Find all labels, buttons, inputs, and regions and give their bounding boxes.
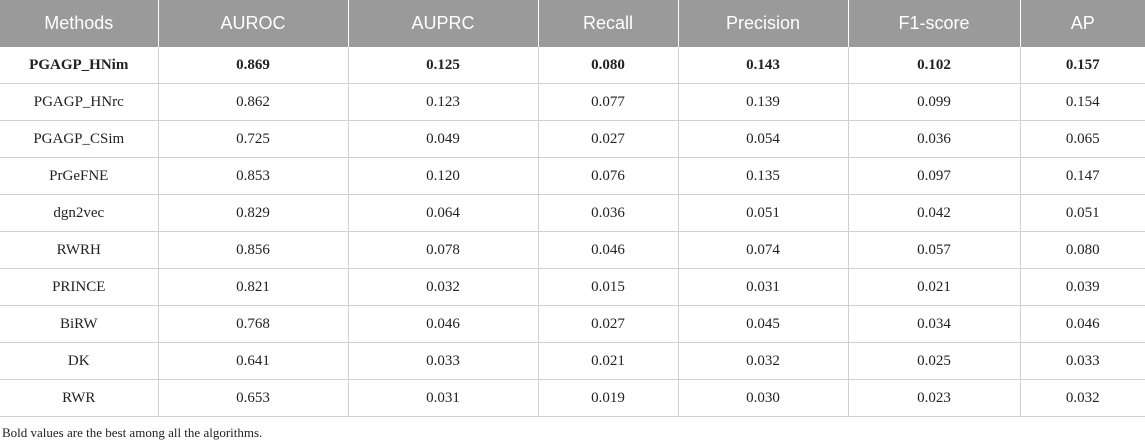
f1-score-cell: 0.042 xyxy=(848,194,1021,232)
method-cell: RWRH xyxy=(0,231,159,269)
method-cell: PGAGP_HNrc xyxy=(0,83,159,121)
auprc-cell: 0.033 xyxy=(348,342,539,380)
ap-cell: 0.033 xyxy=(1020,342,1145,380)
precision-cell: 0.143 xyxy=(678,47,849,84)
table-row: DK 0.641 0.033 0.021 0.032 0.025 0.033 xyxy=(0,342,1145,380)
auroc-cell: 0.869 xyxy=(158,47,349,84)
f1-score-cell: 0.025 xyxy=(848,342,1021,380)
header-methods: Methods xyxy=(0,0,159,47)
precision-cell: 0.045 xyxy=(678,305,849,343)
f1-score-cell: 0.023 xyxy=(848,379,1021,417)
method-cell: RWR xyxy=(0,379,159,417)
ap-cell: 0.065 xyxy=(1020,120,1145,158)
auroc-cell: 0.821 xyxy=(158,268,349,306)
auprc-cell: 0.123 xyxy=(348,83,539,121)
precision-cell: 0.030 xyxy=(678,379,849,417)
f1-score-cell: 0.102 xyxy=(848,47,1021,84)
auprc-cell: 0.125 xyxy=(348,47,539,84)
precision-cell: 0.139 xyxy=(678,83,849,121)
table-row: PrGeFNE 0.853 0.120 0.076 0.135 0.097 0.… xyxy=(0,157,1145,195)
ap-cell: 0.080 xyxy=(1020,231,1145,269)
table-row: PRINCE 0.821 0.032 0.015 0.031 0.021 0.0… xyxy=(0,268,1145,306)
table-row: RWRH 0.856 0.078 0.046 0.074 0.057 0.080 xyxy=(0,231,1145,269)
header-ap: AP xyxy=(1020,0,1145,47)
auprc-cell: 0.064 xyxy=(348,194,539,232)
table-row: BiRW 0.768 0.046 0.027 0.045 0.034 0.046 xyxy=(0,305,1145,343)
method-cell: BiRW xyxy=(0,305,159,343)
precision-cell: 0.031 xyxy=(678,268,849,306)
table-row: RWR 0.653 0.031 0.019 0.030 0.023 0.032 xyxy=(0,379,1145,417)
auroc-cell: 0.829 xyxy=(158,194,349,232)
method-cell: PGAGP_HNim xyxy=(0,47,159,84)
recall-cell: 0.021 xyxy=(538,342,679,380)
method-cell: PRINCE xyxy=(0,268,159,306)
recall-cell: 0.027 xyxy=(538,120,679,158)
ap-cell: 0.046 xyxy=(1020,305,1145,343)
precision-cell: 0.051 xyxy=(678,194,849,232)
precision-cell: 0.074 xyxy=(678,231,849,269)
method-cell: PrGeFNE xyxy=(0,157,159,195)
method-cell: PGAGP_CSim xyxy=(0,120,159,158)
auroc-cell: 0.653 xyxy=(158,379,349,417)
auroc-cell: 0.725 xyxy=(158,120,349,158)
method-cell: dgn2vec xyxy=(0,194,159,232)
ap-cell: 0.154 xyxy=(1020,83,1145,121)
ap-cell: 0.051 xyxy=(1020,194,1145,232)
auprc-cell: 0.049 xyxy=(348,120,539,158)
recall-cell: 0.015 xyxy=(538,268,679,306)
header-auprc: AUPRC xyxy=(348,0,539,47)
auprc-cell: 0.032 xyxy=(348,268,539,306)
ap-cell: 0.032 xyxy=(1020,379,1145,417)
recall-cell: 0.076 xyxy=(538,157,679,195)
table-row: dgn2vec 0.829 0.064 0.036 0.051 0.042 0.… xyxy=(0,194,1145,232)
auprc-cell: 0.078 xyxy=(348,231,539,269)
table-row: PGAGP_HNim 0.869 0.125 0.080 0.143 0.102… xyxy=(0,47,1145,84)
auroc-cell: 0.853 xyxy=(158,157,349,195)
header-row: Methods AUROC AUPRC Recall Precision F1-… xyxy=(0,0,1145,47)
ap-cell: 0.147 xyxy=(1020,157,1145,195)
precision-cell: 0.032 xyxy=(678,342,849,380)
header-f1-score: F1-score xyxy=(848,0,1021,47)
f1-score-cell: 0.021 xyxy=(848,268,1021,306)
recall-cell: 0.019 xyxy=(538,379,679,417)
auprc-cell: 0.031 xyxy=(348,379,539,417)
f1-score-cell: 0.097 xyxy=(848,157,1021,195)
auroc-cell: 0.862 xyxy=(158,83,349,121)
table-row: PGAGP_CSim 0.725 0.049 0.027 0.054 0.036… xyxy=(0,120,1145,158)
method-cell: DK xyxy=(0,342,159,380)
header-recall: Recall xyxy=(538,0,679,47)
auprc-cell: 0.046 xyxy=(348,305,539,343)
table-footnote: Bold values are the best among all the a… xyxy=(2,425,263,440)
auroc-cell: 0.768 xyxy=(158,305,349,343)
table-row: PGAGP_HNrc 0.862 0.123 0.077 0.139 0.099… xyxy=(0,83,1145,121)
f1-score-cell: 0.057 xyxy=(848,231,1021,269)
auroc-cell: 0.641 xyxy=(158,342,349,380)
auroc-cell: 0.856 xyxy=(158,231,349,269)
header-precision: Precision xyxy=(678,0,849,47)
results-table: Methods AUROC AUPRC Recall Precision F1-… xyxy=(0,0,1145,417)
f1-score-cell: 0.099 xyxy=(848,83,1021,121)
ap-cell: 0.039 xyxy=(1020,268,1145,306)
recall-cell: 0.080 xyxy=(538,47,679,84)
auprc-cell: 0.120 xyxy=(348,157,539,195)
recall-cell: 0.036 xyxy=(538,194,679,232)
recall-cell: 0.077 xyxy=(538,83,679,121)
f1-score-cell: 0.036 xyxy=(848,120,1021,158)
ap-cell: 0.157 xyxy=(1020,47,1145,84)
header-auroc: AUROC xyxy=(158,0,349,47)
f1-score-cell: 0.034 xyxy=(848,305,1021,343)
precision-cell: 0.054 xyxy=(678,120,849,158)
recall-cell: 0.046 xyxy=(538,231,679,269)
recall-cell: 0.027 xyxy=(538,305,679,343)
precision-cell: 0.135 xyxy=(678,157,849,195)
